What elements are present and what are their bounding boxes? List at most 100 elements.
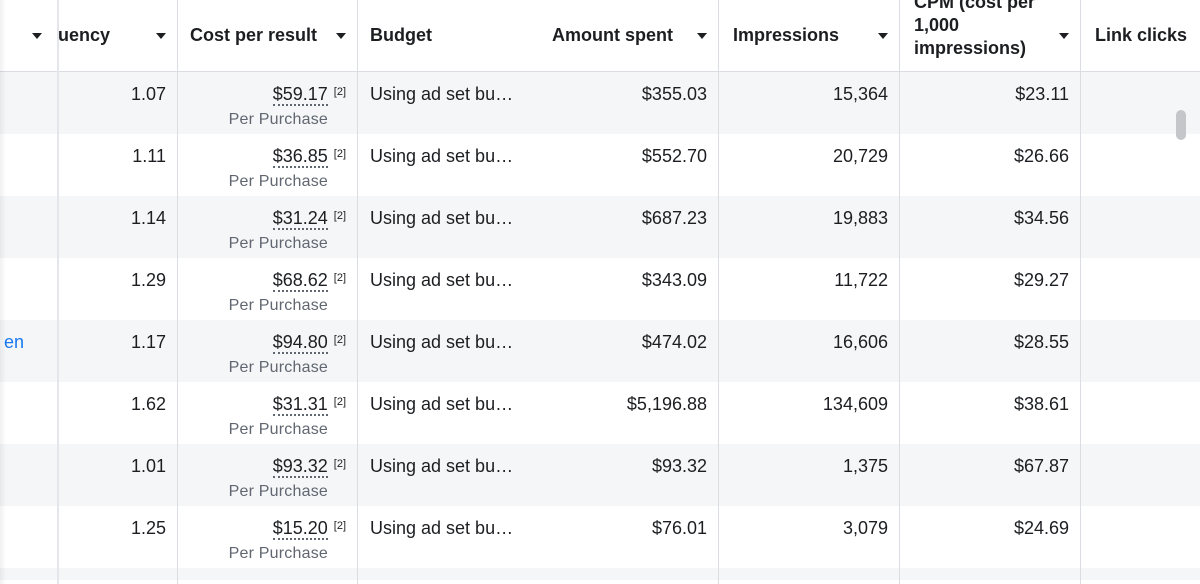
caret-down-icon[interactable] [336, 32, 346, 39]
table-row[interactable]: 1.01 $93.32 [2] Per Purchase Using ad set… [0, 444, 1200, 506]
cost-per-result-value[interactable]: $31.24 [272, 208, 328, 230]
amount-spent-cell: $93.32 [651, 456, 707, 476]
column-divider[interactable] [177, 0, 178, 584]
column-header-frequency-label: uency [58, 25, 111, 45]
caret-down-icon[interactable] [697, 32, 707, 39]
cost-per-result-value[interactable]: $36.85 [272, 146, 328, 168]
cost-per-result-cell: $36.85 [2] Per Purchase [178, 134, 358, 196]
budget-cell: Using ad set bu… [370, 146, 514, 166]
link-clicks-cell [1081, 320, 1200, 382]
cost-per-result-value[interactable]: $31.31 [272, 394, 328, 416]
column-divider[interactable] [357, 0, 358, 584]
result-type-label: Per Purchase [228, 235, 328, 252]
impressions-cell: 19,883 [832, 208, 888, 228]
vertical-scrollbar-thumb[interactable] [1176, 110, 1186, 140]
budget-cell: Using ad set bu… [370, 270, 514, 290]
result-type-label: Per Purchase [228, 297, 328, 314]
table-row[interactable] [0, 568, 1200, 580]
footnote-marker[interactable]: [2] [333, 458, 346, 470]
amount-spent-cell: $687.23 [641, 208, 707, 228]
column-header-amount-spent[interactable]: Amount spent [538, 0, 719, 71]
footnote-marker[interactable]: [2] [333, 86, 346, 98]
result-type-label: Per Purchase [228, 421, 328, 438]
cpm-cell: $34.56 [1013, 208, 1069, 228]
cost-per-result-cell: $68.62 [2] Per Purchase [178, 258, 358, 320]
budget-cell: Using ad set bu… [370, 332, 514, 352]
frequency-cell: 1.14 [130, 208, 166, 228]
table-row[interactable]: 1.29 $68.62 [2] Per Purchase Using ad set… [0, 258, 1200, 320]
result-type-label: Per Purchase [228, 483, 328, 500]
impressions-cell: 20,729 [832, 146, 888, 166]
amount-spent-cell: $343.09 [641, 270, 707, 290]
frequency-cell: 1.17 [130, 332, 166, 352]
budget-cell: Using ad set bu… [370, 456, 514, 476]
scroll-shadow [0, 0, 6, 584]
link-clicks-cell [1081, 196, 1200, 258]
amount-spent-cell: $76.01 [651, 518, 707, 538]
column-divider[interactable] [718, 0, 719, 584]
column-header-cost-per-result-label: Cost per result [190, 25, 318, 45]
cpm-cell: $29.27 [1013, 270, 1069, 290]
table-row[interactable]: 1.07 $59.17 [2] Per Purchase Using ad set… [0, 72, 1200, 134]
frequency-cell: 1.25 [130, 518, 166, 538]
column-header-cpm-label: CPM (cost per 1,000 impressions) [914, 0, 1036, 58]
link-clicks-cell [1081, 134, 1200, 196]
cost-per-result-cell: $31.31 [2] Per Purchase [178, 382, 358, 444]
amount-spent-cell: $474.02 [641, 332, 707, 352]
cost-per-result-value[interactable]: $15.20 [272, 518, 328, 540]
cost-per-result-value[interactable]: $93.32 [272, 456, 328, 478]
footnote-marker[interactable]: [2] [333, 334, 346, 346]
footnote-marker[interactable]: [2] [333, 148, 346, 160]
cpm-cell: $28.55 [1013, 332, 1069, 352]
cpm-cell: $26.66 [1013, 146, 1069, 166]
caret-down-icon[interactable] [1059, 32, 1069, 39]
column-header-budget-label: Budget [370, 25, 432, 45]
result-type-label: Per Purchase [228, 359, 328, 376]
frequency-cell: 1.62 [130, 394, 166, 414]
cost-per-result-cell: $59.17 [2] Per Purchase [178, 72, 358, 134]
footnote-marker[interactable]: [2] [333, 272, 346, 284]
impressions-cell: 134,609 [822, 394, 888, 414]
cost-per-result-value[interactable]: $68.62 [272, 270, 328, 292]
cost-per-result-cell: $15.20 [2] Per Purchase [178, 506, 358, 568]
column-divider[interactable] [1080, 0, 1081, 584]
table-row[interactable]: 1.25 $15.20 [2] Per Purchase Using ad set… [0, 506, 1200, 568]
caret-down-icon[interactable] [32, 32, 42, 39]
caret-down-icon[interactable] [156, 32, 166, 39]
table-row[interactable]: en 1.17 $94.80 [2] Per Purchase Using ad … [0, 320, 1200, 382]
footnote-marker[interactable]: [2] [333, 210, 346, 222]
cpm-cell: $23.11 [1015, 84, 1069, 104]
column-header-cost-per-result[interactable]: Cost per result [178, 0, 358, 71]
column-header-budget[interactable]: Budget [358, 0, 538, 71]
result-type-label: Per Purchase [228, 111, 328, 128]
cost-per-result-cell: $94.80 [2] Per Purchase [178, 320, 358, 382]
result-type-label: Per Purchase [228, 545, 328, 562]
cost-per-result-value[interactable]: $59.17 [272, 84, 328, 106]
column-header-prev[interactable] [0, 0, 58, 71]
footnote-marker[interactable]: [2] [333, 520, 346, 532]
link-clicks-cell [1081, 258, 1200, 320]
cpm-cell: $67.87 [1013, 456, 1069, 476]
frozen-column-divider[interactable] [57, 0, 59, 584]
cost-per-result-value[interactable]: $94.80 [272, 332, 328, 354]
footnote-marker[interactable]: [2] [333, 396, 346, 408]
impressions-cell: 3,079 [842, 518, 888, 538]
result-type-label: Per Purchase [228, 173, 328, 190]
column-header-impressions[interactable]: Impressions [719, 0, 900, 71]
column-header-cpm[interactable]: CPM (cost per 1,000 impressions) [900, 0, 1081, 71]
amount-spent-cell: $355.03 [641, 84, 707, 104]
ad-name-link[interactable]: en [4, 332, 25, 352]
column-header-link-clicks-label: Link clicks [1095, 25, 1188, 45]
column-header-link-clicks[interactable]: Link clicks [1081, 0, 1200, 71]
table-row[interactable]: 1.14 $31.24 [2] Per Purchase Using ad set… [0, 196, 1200, 258]
column-divider[interactable] [899, 0, 900, 584]
table-row[interactable]: 1.11 $36.85 [2] Per Purchase Using ad set… [0, 134, 1200, 196]
budget-cell: Using ad set bu… [370, 208, 514, 228]
cpm-cell: $24.69 [1013, 518, 1069, 538]
table-row[interactable]: 1.62 $31.31 [2] Per Purchase Using ad set… [0, 382, 1200, 444]
frequency-cell: 1.11 [132, 146, 166, 166]
frequency-cell: 1.01 [130, 456, 166, 476]
caret-down-icon[interactable] [878, 32, 888, 39]
column-header-frequency[interactable]: uency [58, 0, 178, 71]
